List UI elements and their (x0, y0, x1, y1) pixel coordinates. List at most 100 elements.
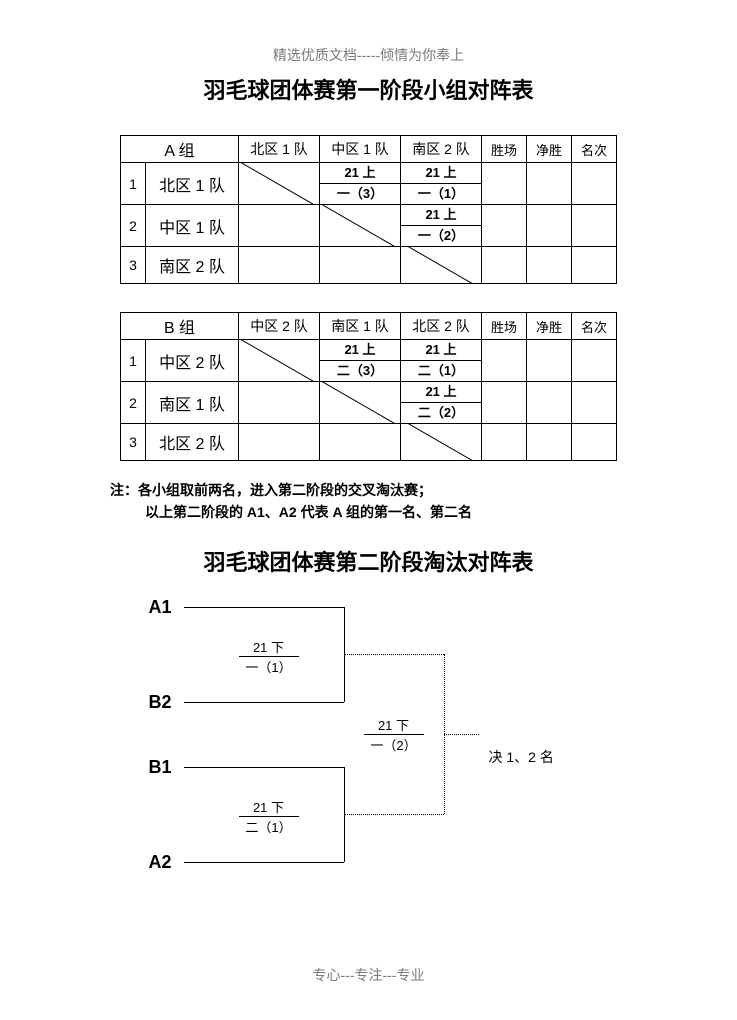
col-a-1: 中区 1 队 (320, 136, 401, 163)
cell-top: 21 上 (401, 382, 481, 403)
col-b-2: 北区 2 队 (401, 313, 482, 340)
cell-empty (527, 382, 572, 424)
cell: 21 上 一（1） (401, 163, 482, 205)
cell-bot: 二（2） (401, 403, 481, 423)
note-line2: 以上第二阶段的 A1、A2 代表 A 组的第一名、第二名 (145, 501, 737, 523)
table-row: 3 北区 2 队 (121, 424, 617, 461)
cell: 21 上 一（2） (401, 205, 482, 247)
cell-empty (482, 340, 527, 382)
final-rank-label: 决 1、2 名 (489, 747, 554, 767)
row-team: 中区 2 队 (146, 340, 239, 382)
cell-bot: 一（3） (320, 184, 400, 204)
final-match-label: 21 下 一（2） (364, 715, 424, 754)
cell-empty (482, 382, 527, 424)
cell-empty (572, 340, 617, 382)
seed-b2: B2 (149, 692, 172, 713)
cell-empty (527, 247, 572, 284)
bracket-diagram: A1 B2 B1 A2 21 下 一（1） 21 下 二（1） 21 下 一（2… (119, 597, 619, 877)
bracket-line (184, 767, 344, 768)
table-row: 2 中区 1 队 21 上 一（2） (121, 205, 617, 247)
cell-top: 21 上 (401, 163, 481, 184)
cell-diag (239, 340, 320, 382)
stat-b-2: 名次 (572, 313, 617, 340)
cell-bot: 二（1） (401, 361, 481, 381)
title-stage2: 羽毛球团体赛第二阶段淘汰对阵表 (0, 545, 737, 577)
cell-empty (572, 163, 617, 205)
cell-bot: 二（3） (320, 361, 400, 381)
cell-diag (401, 424, 482, 461)
stat-a-0: 胜场 (482, 136, 527, 163)
row-team: 北区 1 队 (146, 163, 239, 205)
col-b-0: 中区 2 队 (239, 313, 320, 340)
seed-b1: B1 (149, 757, 172, 778)
note-line1: 注：各小组取前两名，进入第二阶段的交叉淘汰赛； (110, 479, 737, 501)
match1-top: 21 下 (239, 637, 299, 657)
cell-empty (482, 205, 527, 247)
col-b-1: 南区 1 队 (320, 313, 401, 340)
cell-bot: 一（2） (401, 226, 481, 246)
match2-top: 21 下 (239, 797, 299, 817)
row-team: 南区 1 队 (146, 382, 239, 424)
page-header: 精选优质文档-----倾情为你奉上 (0, 0, 737, 65)
cell-empty (239, 205, 320, 247)
match2-label: 21 下 二（1） (239, 797, 299, 836)
group-a-table: A 组 北区 1 队 中区 1 队 南区 2 队 胜场 净胜 名次 1 北区 1… (120, 135, 617, 284)
final-bot: 一（2） (370, 738, 416, 753)
cell: 21 上 一（3） (320, 163, 401, 205)
group-a-header-row: A 组 北区 1 队 中区 1 队 南区 2 队 胜场 净胜 名次 (121, 136, 617, 163)
cell-top: 21 上 (401, 205, 481, 226)
row-team: 中区 1 队 (146, 205, 239, 247)
row-num: 1 (121, 340, 146, 382)
stat-b-0: 胜场 (482, 313, 527, 340)
group-b-table: B 组 中区 2 队 南区 1 队 北区 2 队 胜场 净胜 名次 1 中区 2… (120, 312, 617, 461)
table-row: 1 中区 2 队 21 上 二（3） 21 上 二（1） (121, 340, 617, 382)
row-num: 3 (121, 247, 146, 284)
cell-empty (239, 424, 320, 461)
bracket-line (344, 814, 444, 815)
row-num: 2 (121, 382, 146, 424)
final-top: 21 下 (364, 715, 424, 735)
table-row: 3 南区 2 队 (121, 247, 617, 284)
cell-empty (239, 382, 320, 424)
group-b-header-row: B 组 中区 2 队 南区 1 队 北区 2 队 胜场 净胜 名次 (121, 313, 617, 340)
cell-empty (482, 247, 527, 284)
row-num: 2 (121, 205, 146, 247)
cell: 21 上 二（3） (320, 340, 401, 382)
seed-a2: A2 (149, 852, 172, 873)
stat-b-1: 净胜 (527, 313, 572, 340)
seed-a1: A1 (149, 597, 172, 618)
col-a-2: 南区 2 队 (401, 136, 482, 163)
table-row: 1 北区 1 队 21 上 一（3） 21 上 一（1） (121, 163, 617, 205)
col-a-0: 北区 1 队 (239, 136, 320, 163)
bracket-line (184, 862, 344, 863)
bracket-line (184, 607, 344, 608)
cell-diag (320, 382, 401, 424)
cell-empty (482, 424, 527, 461)
cell-empty (239, 247, 320, 284)
group-b-label: B 组 (121, 313, 239, 340)
cell-bot: 一（1） (401, 184, 481, 204)
cell-empty (572, 205, 617, 247)
bracket-line (444, 734, 479, 735)
cell-empty (320, 424, 401, 461)
cell-empty (527, 163, 572, 205)
page-footer: 专心---专注---专业 (0, 965, 737, 985)
row-team: 北区 2 队 (146, 424, 239, 461)
cell: 21 上 二（1） (401, 340, 482, 382)
match2-bot: 二（1） (245, 820, 291, 835)
row-num: 3 (121, 424, 146, 461)
cell-empty (527, 340, 572, 382)
cell-empty (572, 247, 617, 284)
cell-empty (527, 205, 572, 247)
group-a-label: A 组 (121, 136, 239, 163)
cell-diag (320, 205, 401, 247)
cell-top: 21 上 (320, 340, 400, 361)
match1-label: 21 下 一（1） (239, 637, 299, 676)
cell-top: 21 上 (401, 340, 481, 361)
cell-diag (401, 247, 482, 284)
cell-empty (527, 424, 572, 461)
stat-a-1: 净胜 (527, 136, 572, 163)
cell-top: 21 上 (320, 163, 400, 184)
cell-empty (572, 424, 617, 461)
cell-diag (239, 163, 320, 205)
